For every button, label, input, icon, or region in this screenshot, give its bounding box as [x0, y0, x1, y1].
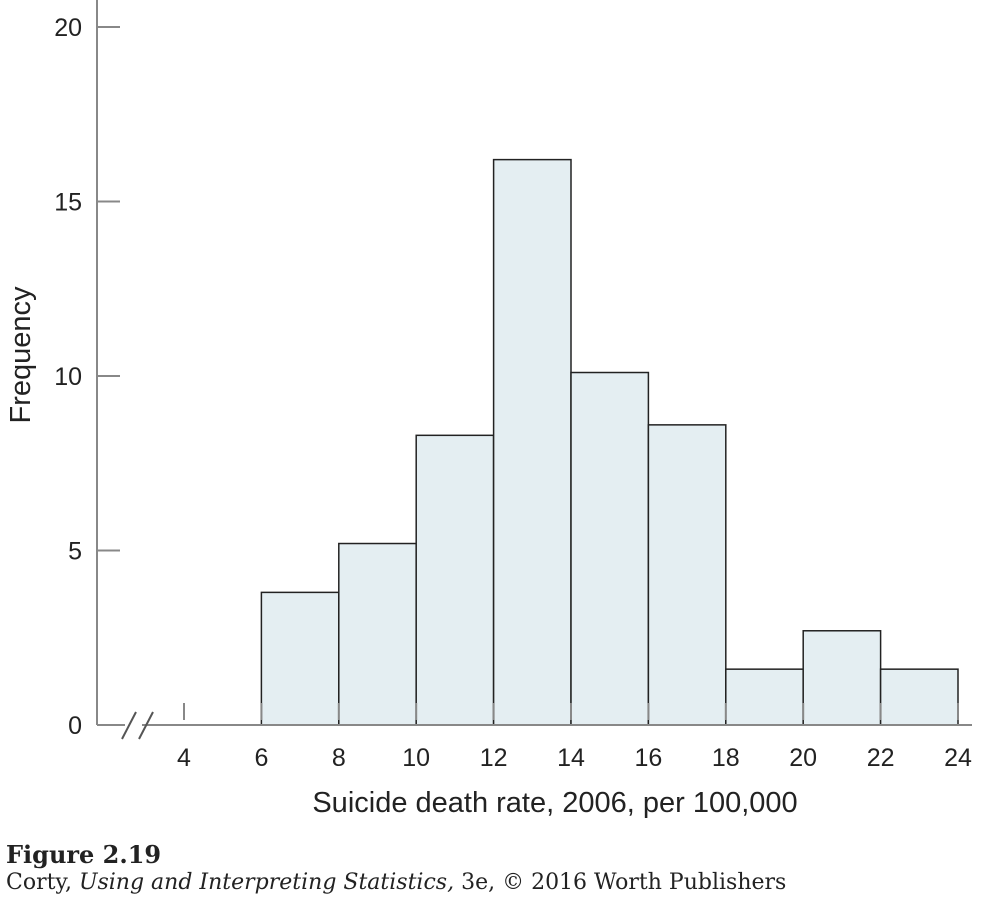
x-tick-label: 10 — [402, 744, 430, 772]
figure-label: Figure 2.19 — [6, 840, 162, 869]
histogram-bar-14-16 — [570, 371, 650, 726]
axis-break-mark-1 — [121, 711, 137, 740]
x-tick-label: 6 — [254, 744, 268, 772]
histogram-chart: 0 5 10 15 20 4 6 8 10 12 14 16 18 20 22 24 Suicide dea… — [5, 0, 972, 819]
x-axis-title: Suicide death rate, 2006, per 100,000 — [312, 787, 797, 819]
bars-group — [260, 158, 959, 726]
histogram-bar-16-18 — [647, 424, 727, 726]
x-tick-label: 18 — [712, 744, 740, 772]
y-tick-label: 5 — [68, 538, 82, 566]
y-tick-label: 0 — [68, 712, 82, 740]
histogram-bar-22-24 — [879, 668, 959, 726]
x-tick-label: 20 — [789, 744, 817, 772]
histogram-bar-10-12 — [415, 434, 495, 726]
histogram-bar-18-20 — [725, 668, 804, 726]
source-prefix: Corty, — [6, 870, 79, 895]
source-suffix: 3e, © 2016 Worth Publishers — [454, 870, 787, 895]
source-title: Using and Interpreting Statistics, — [78, 870, 455, 895]
x-ticks-group: 4 6 8 10 12 14 16 18 20 22 24 — [177, 703, 972, 772]
y-tick-label: 10 — [54, 363, 82, 391]
histogram-bar-6-8 — [260, 591, 340, 726]
histogram-bar-8-10 — [338, 542, 417, 726]
x-tick-label: 4 — [177, 744, 191, 772]
x-tick-label: 12 — [480, 744, 508, 772]
histogram-bar-12-14 — [492, 158, 572, 726]
axis-break-mark-2 — [138, 711, 154, 740]
x-tick-label: 8 — [332, 744, 346, 772]
y-tick-label: 15 — [54, 189, 82, 217]
x-tick-label: 22 — [867, 744, 895, 772]
x-tick-label: 24 — [944, 744, 972, 772]
x-tick-label: 16 — [634, 744, 662, 772]
figure-source: Corty, Using and Interpreting Statistics… — [6, 870, 786, 895]
y-axis-title: Frequency — [5, 286, 37, 424]
histogram-bar-20-22 — [802, 630, 882, 726]
x-tick-label: 14 — [557, 744, 585, 772]
y-ticks-group: 0 5 10 15 20 — [54, 14, 120, 740]
y-tick-label: 20 — [54, 14, 82, 42]
